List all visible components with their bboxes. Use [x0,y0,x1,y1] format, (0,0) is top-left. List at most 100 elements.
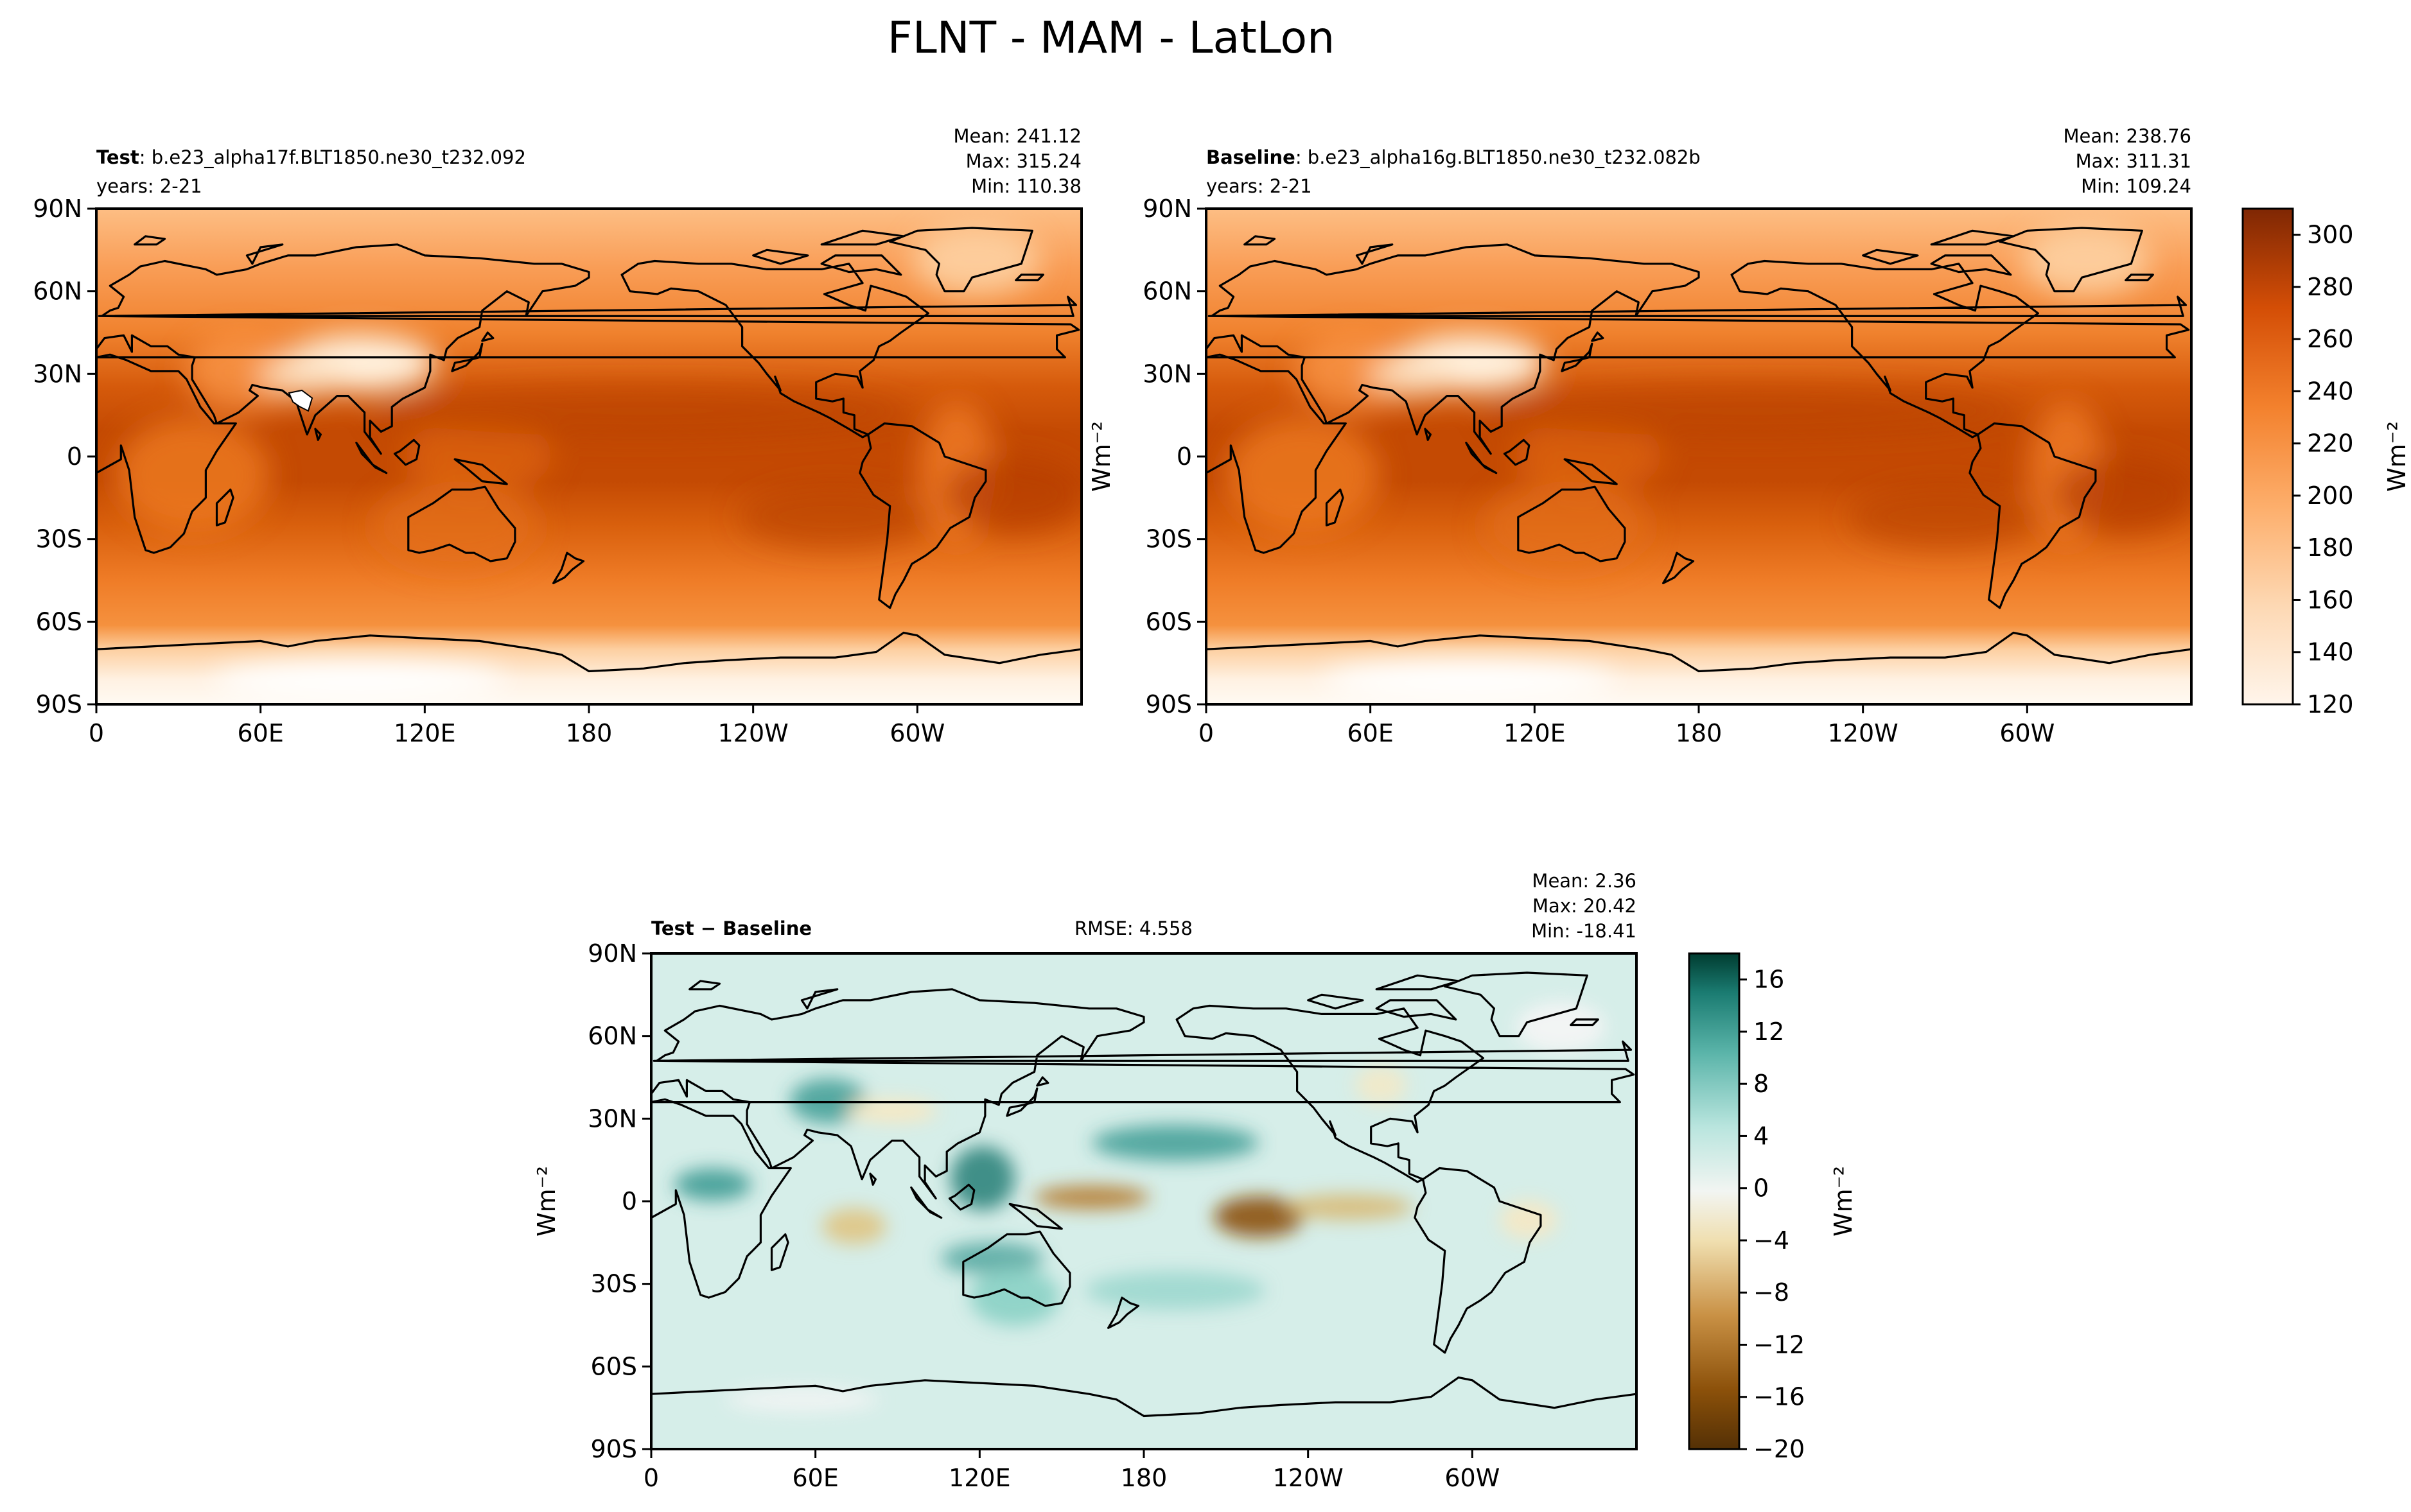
main-colorbar-label: 200 [2307,482,2354,510]
test-labels: Test: b.e23_alpha17f.BLT1850.ne30_t232.0… [96,125,1082,197]
baseline-xtick-label: 0 [1198,719,1214,747]
test-ytick-label: 90N [33,195,82,223]
diff-stat-min: Min: -18.41 [1531,920,1636,942]
test-coastlines [95,227,1082,673]
diff-xtick-label: 120W [1273,1464,1344,1492]
test-label-rest: : b.e23_alpha17f.BLT1850.ne30_t232.092 [139,146,526,168]
diff-ytick-label: 0 [622,1187,637,1215]
diff-colorbar-label: −4 [1753,1226,1789,1255]
test-map [96,209,1082,704]
baseline-ytick-label: 90S [1146,690,1192,718]
test-ytick-label: 90S [36,690,82,718]
diff-stat-max: Max: 20.42 [1532,895,1636,917]
baseline-antarctic-coast [1206,631,2192,673]
diff-xtick-label: 60W [1444,1464,1500,1492]
baseline-ytick-label: 30N [1143,360,1192,388]
diff-ylabel: Wm⁻² [532,1166,561,1237]
diff-xtick-label: 180 [1121,1464,1168,1492]
baseline-stat-min: Min: 109.24 [2081,175,2191,197]
baseline-xtick-label: 60E [1347,719,1393,747]
test-case-label: Test: b.e23_alpha17f.BLT1850.ne30_t232.0… [96,146,526,168]
diff-colorbar-label: −20 [1753,1435,1805,1463]
test-xtick-label: 60E [237,719,283,747]
main-colorbar-label: 160 [2307,586,2354,614]
figure-title: FLNT - MAM - LatLon [888,13,1335,64]
diff-rmse: RMSE: 4.558 [1074,917,1193,939]
baseline-labels: Baseline: b.e23_alpha16g.BLT1850.ne30_t2… [1206,125,2191,197]
test-xtick-label: 180 [566,719,613,747]
diff-stat-mean: Mean: 2.36 [1532,870,1636,892]
test-ytick-label: 30N [33,360,82,388]
baseline-ytick-label: 60S [1146,607,1192,636]
baseline-case-label: Baseline: b.e23_alpha16g.BLT1850.ne30_t2… [1206,146,1701,168]
main-colorbar [2241,207,2294,706]
diff-coastline-path [650,971,1635,1354]
baseline-xtick-label: 60W [1999,719,2055,747]
test-ytick-label: 60S [36,607,82,636]
baseline-stat-mean: Mean: 238.76 [2064,125,2191,147]
diff-map [651,953,1636,1449]
baseline-stat-max: Max: 311.31 [2076,150,2191,172]
baseline-xtick-label: 120W [1828,719,1898,747]
baseline-xtick-label: 120E [1504,719,1566,747]
baseline-field-features [1225,225,2191,700]
panel-baseline: Baseline: b.e23_alpha16g.BLT1850.ne30_t2… [1206,125,2191,704]
diff-colorbar-label: 16 [1753,966,1784,994]
test-coastline-path [95,227,1080,609]
diff-ytick-label: 90N [588,939,637,968]
test-years: years: 2-21 [96,175,202,197]
baseline-ytick-label: 90N [1143,195,1192,223]
diff-labels: Test − Baseline RMSE: 4.558 Mean: 2.36 M… [651,870,1636,942]
diff-colorbar-label: 0 [1753,1174,1769,1203]
diff-field-features [674,1002,1606,1412]
test-xtick-label: 120E [394,719,456,747]
baseline-ytick-label: 0 [1177,442,1192,471]
baseline-label-bold: Baseline [1206,146,1295,168]
baseline-xtick-label: 180 [1676,719,1723,747]
main-colorbar-label: 280 [2307,273,2354,301]
test-xtick-label: 60W [890,719,945,747]
diff-colorbar-units: Wm⁻² [1829,1166,1857,1237]
baseline-map [1206,209,2191,704]
main-colorbar-label: 180 [2307,534,2354,562]
diff-antarctic-coast [651,1376,1637,1418]
main-colorbar-label: 220 [2307,430,2354,458]
main-colorbar-label: 140 [2307,638,2354,666]
test-label-bold: Test [96,146,139,168]
diff-colorbar-label: −12 [1753,1330,1805,1359]
test-stat-min: Min: 110.38 [971,175,1082,197]
test-missing-data-patch [288,389,313,412]
test-stat-mean: Mean: 241.12 [954,125,1082,147]
baseline-ylabel: Wm⁻² [1087,421,1116,492]
diff-coastlines [650,971,1637,1418]
main-colorbar-label: 240 [2307,377,2354,405]
test-xtick-label: 0 [89,719,104,747]
diff-colorbar-label: 12 [1753,1018,1784,1046]
diff-colorbar-label: −8 [1753,1278,1789,1307]
baseline-ytick-label: 30S [1146,525,1192,553]
diff-ytick-label: 90S [591,1435,637,1463]
diff-xtick-label: 120E [949,1464,1011,1492]
diff-colorbar-label: 8 [1753,1070,1769,1098]
test-xtick-label: 120W [718,719,789,747]
test-field-features [116,225,1082,700]
main-colorbar-label: 260 [2307,325,2354,353]
test-ytick-label: 0 [67,442,82,471]
panel-difference: Test − Baseline RMSE: 4.558 Mean: 2.36 M… [651,870,1636,1449]
test-stat-max: Max: 315.24 [966,150,1082,172]
baseline-years: years: 2-21 [1206,175,1312,197]
diff-ytick-label: 60S [591,1352,637,1380]
main-colorbar-label: 300 [2307,221,2354,249]
main-colorbar-label: 120 [2307,690,2354,718]
diff-ytick-label: 60N [588,1022,637,1050]
diff-ytick-label: 30S [591,1270,637,1298]
test-ytick-label: 30S [36,525,82,553]
diff-ytick-label: 30N [588,1104,637,1133]
baseline-coastline-path [1205,227,2190,609]
test-antarctic-coast [96,631,1082,673]
main-colorbar-units: Wm⁻² [2383,421,2411,492]
baseline-ytick-label: 60N [1143,277,1192,306]
diff-colorbar [1688,952,1740,1450]
